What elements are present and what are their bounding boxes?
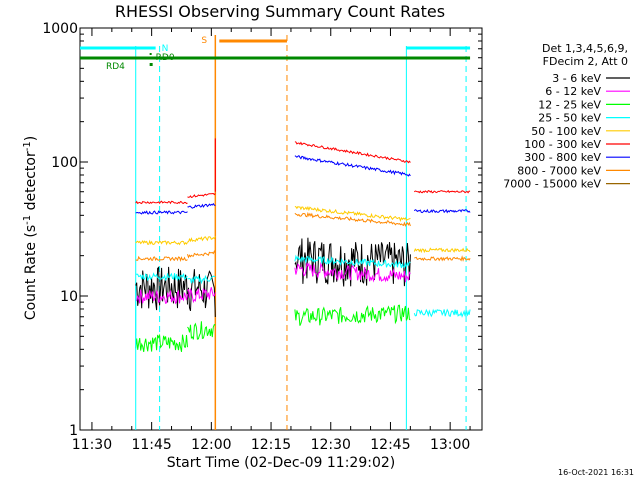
- y-tick-label: 10: [60, 289, 78, 305]
- y-tick-labels: 1 10 100 1000: [42, 21, 78, 439]
- x-tick-label: 11:30: [72, 437, 112, 453]
- y-axis-title: Count Rate (s-1 detector-1): [22, 136, 40, 320]
- legend-label: 3 - 6 keV: [552, 72, 601, 85]
- rd-marker: [149, 63, 153, 66]
- rd0-label: RD0: [156, 53, 175, 63]
- series-800-7000kev: [135, 211, 471, 262]
- series-300-800kev: [135, 155, 471, 215]
- series-12-25kev: [135, 304, 411, 353]
- legend-label: 6 - 12 keV: [545, 85, 601, 98]
- x-tick-label: 12:45: [370, 437, 410, 453]
- y-tick-label: 1000: [42, 21, 78, 37]
- data-series: [135, 138, 471, 353]
- plot-frame: [79, 27, 483, 431]
- legend-label: 7000 - 15000 keV: [503, 178, 601, 191]
- x-axis-title: Start Time (02-Dec-09 11:29:02): [167, 455, 395, 471]
- axis-ticks: [80, 28, 482, 431]
- legend-header-1: Det 1,3,4,5,6,9,: [542, 42, 628, 55]
- legend-label: 800 - 7000 keV: [517, 164, 601, 177]
- rd-marker: [149, 53, 152, 55]
- x-tick-label: 12:15: [251, 437, 291, 453]
- y-tick-label: 100: [51, 155, 78, 171]
- series-50-100kev: [135, 205, 471, 254]
- series-6-12kev: [135, 261, 411, 305]
- chart-title: RHESSI Observing Summary Count Rates: [115, 2, 445, 21]
- legend: Det 1,3,4,5,6,9, FDecim 2, Att 0 3 - 6 k…: [503, 42, 630, 191]
- legend-label: 25 - 50 keV: [538, 112, 601, 125]
- x-tick-label: 12:00: [191, 437, 231, 453]
- x-tick-label: 11:45: [131, 437, 171, 453]
- rd4-label: RD4: [106, 62, 125, 72]
- legend-label: 12 - 25 keV: [538, 98, 601, 111]
- x-tick-labels: 11:30 11:45 12:00 12:15 12:30 12:45 13:00: [72, 437, 471, 453]
- n-label: N: [162, 44, 169, 54]
- legend-label: 300 - 800 keV: [524, 151, 601, 164]
- footer-timestamp: 16-Oct-2021 16:31: [558, 468, 634, 477]
- series-25-50kev: [135, 254, 471, 318]
- y-tick-label: 1: [69, 423, 78, 439]
- series-100-300kev: [135, 141, 471, 205]
- x-tick-label: 12:30: [311, 437, 351, 453]
- annotations: S N RD4 RD0: [80, 35, 471, 430]
- legend-label: 50 - 100 keV: [531, 125, 601, 138]
- legend-header-2: FDecim 2, Att 0: [543, 55, 628, 68]
- legend-label: 100 - 300 keV: [524, 138, 601, 151]
- s-label: S: [201, 36, 207, 46]
- x-tick-label: 13:00: [430, 437, 470, 453]
